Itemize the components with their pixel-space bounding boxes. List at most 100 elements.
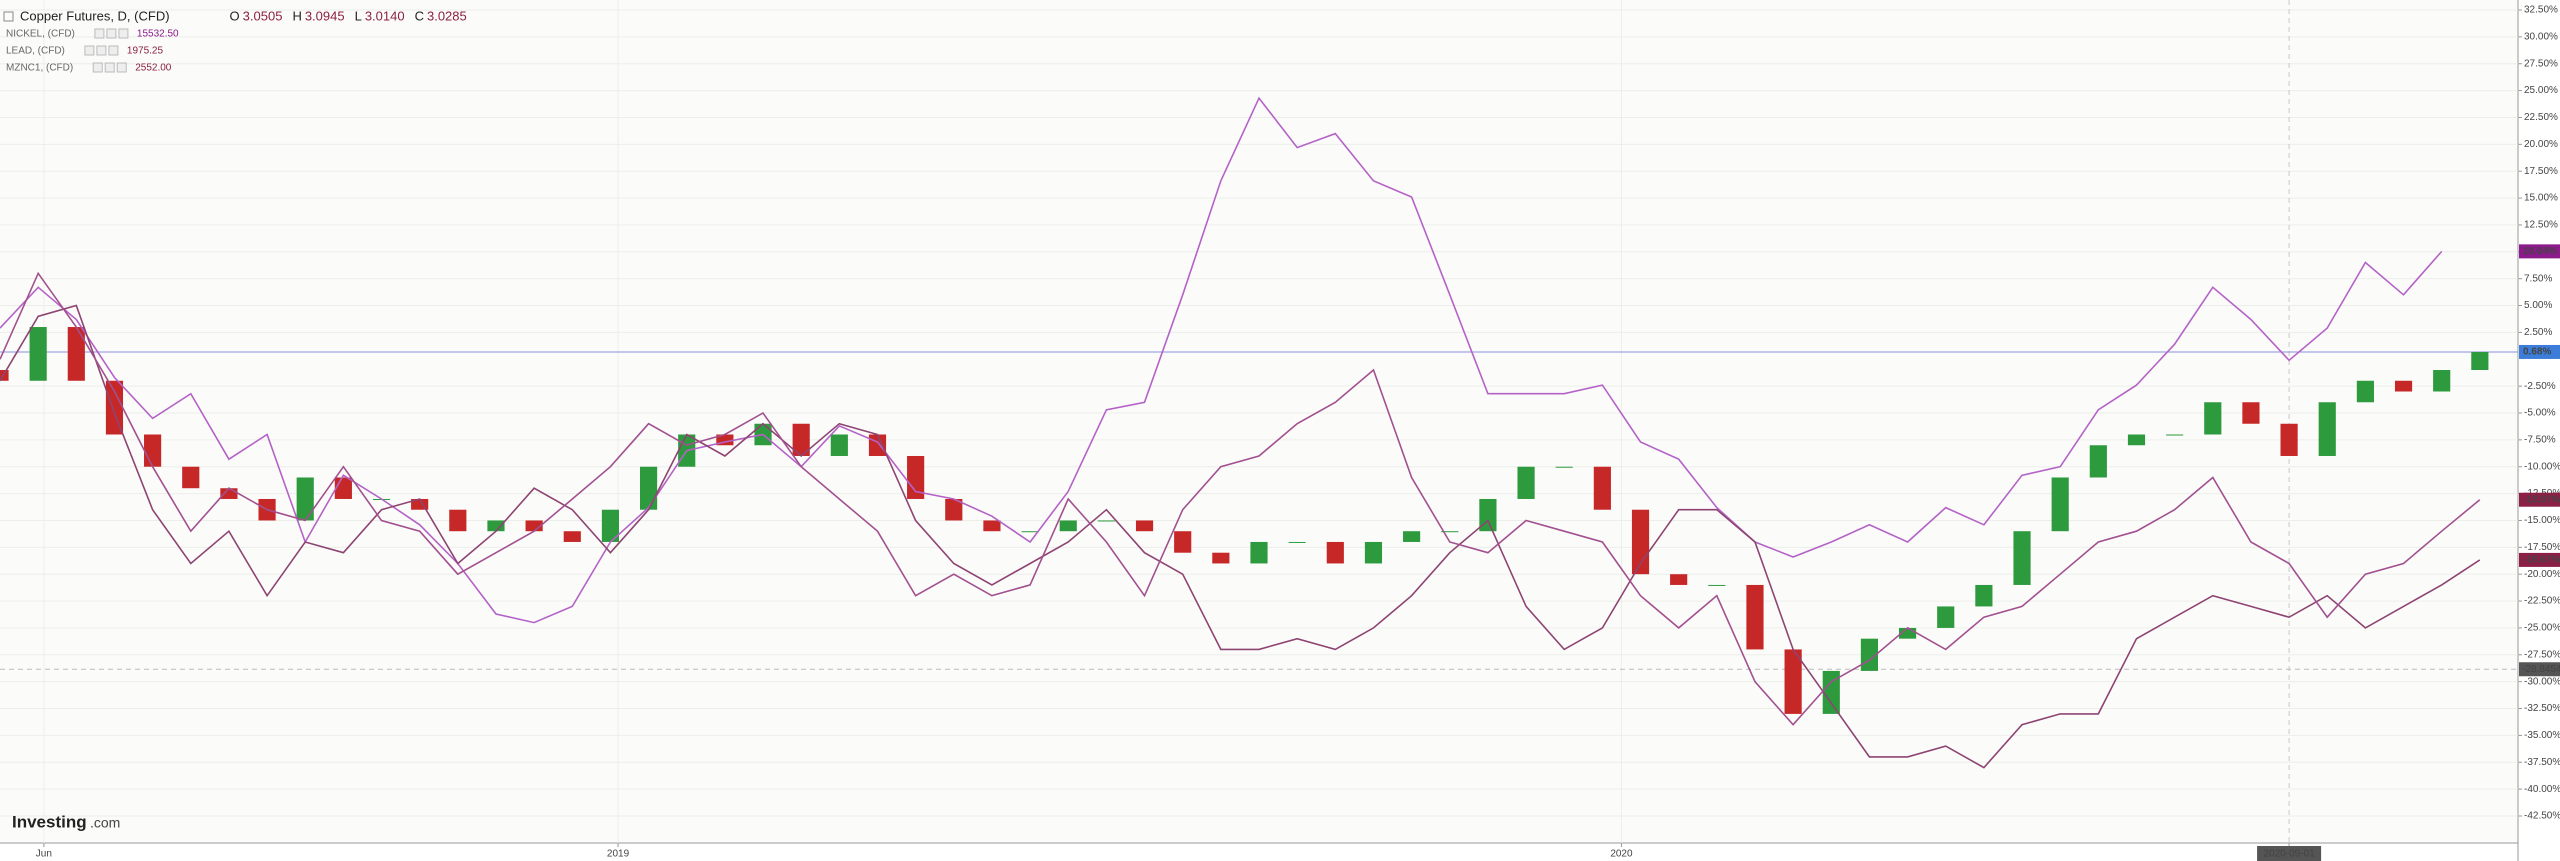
candle bbox=[716, 434, 734, 446]
candle bbox=[525, 520, 543, 532]
y-tick-label: -5.00% bbox=[2524, 408, 2556, 419]
candle bbox=[1288, 541, 1306, 543]
ohlc-key: C bbox=[415, 8, 424, 23]
y-tick-label: 30.00% bbox=[2524, 32, 2558, 43]
logo-brand: Investing bbox=[12, 812, 87, 831]
candle bbox=[144, 434, 162, 467]
candle bbox=[1975, 584, 1993, 607]
x-tick-label: 2020-09-01 bbox=[2264, 849, 2316, 860]
candle bbox=[1326, 541, 1344, 564]
candle bbox=[411, 498, 429, 510]
y-tick-label: 2.50% bbox=[2524, 327, 2552, 338]
ohlc-key: O bbox=[230, 8, 240, 23]
legend-icon bbox=[84, 45, 95, 56]
y-tick-label: -2.50% bbox=[2524, 381, 2556, 392]
legend-value: 2552.00 bbox=[135, 63, 172, 74]
legend-value: 1975.25 bbox=[127, 46, 164, 57]
candle bbox=[2089, 445, 2107, 478]
candle bbox=[830, 434, 848, 456]
candle bbox=[1593, 466, 1611, 510]
candle bbox=[449, 509, 467, 532]
ohlc-key: L bbox=[355, 8, 362, 23]
y-tick-label: -32.50% bbox=[2524, 703, 2560, 714]
collapse-icon bbox=[3, 11, 14, 22]
y-tick-label: -30.00% bbox=[2524, 676, 2560, 687]
candle bbox=[1898, 627, 1917, 639]
candle bbox=[29, 327, 47, 381]
candle bbox=[1135, 520, 1154, 532]
legend-name: NICKEL, (CFD) bbox=[6, 29, 75, 40]
chart-title: Copper Futures, D, (CFD) bbox=[20, 8, 170, 23]
last-value-bg bbox=[2519, 552, 2560, 567]
crosshair-label: -28.8454 bbox=[2522, 664, 2560, 675]
legend-name: MZNC1, (CFD) bbox=[6, 63, 73, 74]
candle bbox=[2318, 402, 2336, 456]
candle bbox=[1212, 552, 1230, 564]
x-tick-label: Jun bbox=[36, 849, 52, 860]
y-tick-label: -35.00% bbox=[2524, 730, 2560, 741]
candle bbox=[0, 370, 9, 381]
candle bbox=[792, 423, 810, 456]
plot-background bbox=[0, 0, 2518, 843]
y-tick-label: -27.50% bbox=[2524, 649, 2560, 660]
y-tick-label: -25.00% bbox=[2524, 623, 2560, 634]
candle bbox=[1059, 520, 1077, 532]
candle bbox=[983, 520, 1001, 532]
candle bbox=[2166, 434, 2184, 436]
legend-value: 15532.50 bbox=[137, 29, 179, 40]
series-line bbox=[0, 96, 2443, 624]
y-tick-label: 22.50% bbox=[2524, 112, 2558, 123]
candle bbox=[2433, 370, 2451, 392]
candle bbox=[1250, 541, 1268, 564]
logo-suffix: .com bbox=[90, 815, 120, 831]
y-tick-label: 20.00% bbox=[2524, 139, 2558, 150]
candle bbox=[334, 477, 352, 499]
candle bbox=[1441, 531, 1459, 533]
x-crosshair-label-bg bbox=[2257, 846, 2322, 861]
y-tick-label: 32.50% bbox=[2524, 5, 2558, 16]
ohlc-value: 3.0505 bbox=[243, 8, 283, 23]
candle bbox=[1174, 531, 1192, 553]
candle bbox=[1708, 584, 1726, 586]
last-value-bg bbox=[2519, 344, 2560, 359]
y-tick-label: 7.50% bbox=[2524, 273, 2552, 284]
candle bbox=[2013, 531, 2031, 585]
candle bbox=[601, 509, 620, 542]
y-tick-label: -7.50% bbox=[2524, 435, 2556, 446]
y-tick-label: -40.00% bbox=[2524, 784, 2560, 795]
y-tick-label: 25.00% bbox=[2524, 85, 2558, 96]
candle bbox=[1403, 531, 1421, 542]
last-value-label: 10.04% bbox=[2523, 246, 2557, 257]
marks bbox=[0, 96, 2518, 769]
ohlc-key: H bbox=[292, 8, 301, 23]
last-value-bg bbox=[2519, 492, 2560, 507]
y-tick-label: 12.50% bbox=[2524, 220, 2558, 231]
candle bbox=[1670, 574, 1688, 585]
candle bbox=[1784, 649, 1802, 714]
candle bbox=[1517, 466, 1535, 499]
candle bbox=[563, 531, 581, 542]
candle bbox=[67, 327, 85, 381]
candle bbox=[945, 498, 963, 521]
candle bbox=[2127, 434, 2146, 446]
y-tick-label: -17.50% bbox=[2524, 542, 2560, 553]
legend-name: LEAD, (CFD) bbox=[6, 46, 65, 57]
y-tick-label: 27.50% bbox=[2524, 58, 2558, 69]
candle bbox=[1937, 606, 1955, 628]
candle bbox=[2204, 402, 2222, 435]
y-tick-label: -20.00% bbox=[2524, 569, 2560, 580]
y-tick-label: -22.50% bbox=[2524, 596, 2560, 607]
candle bbox=[2356, 380, 2374, 403]
candle bbox=[220, 488, 238, 499]
legend-icon bbox=[106, 28, 117, 39]
y-tick-label: -15.00% bbox=[2524, 515, 2560, 526]
last-value-bg bbox=[2519, 244, 2560, 259]
grid bbox=[0, 0, 2518, 843]
candle bbox=[1555, 466, 1573, 468]
candle bbox=[1822, 670, 1840, 714]
x-tick-label: 2020 bbox=[1610, 849, 1633, 860]
candle bbox=[2471, 351, 2489, 371]
legend-icon bbox=[116, 62, 127, 73]
last-value-label: -13.07% bbox=[2523, 494, 2560, 505]
